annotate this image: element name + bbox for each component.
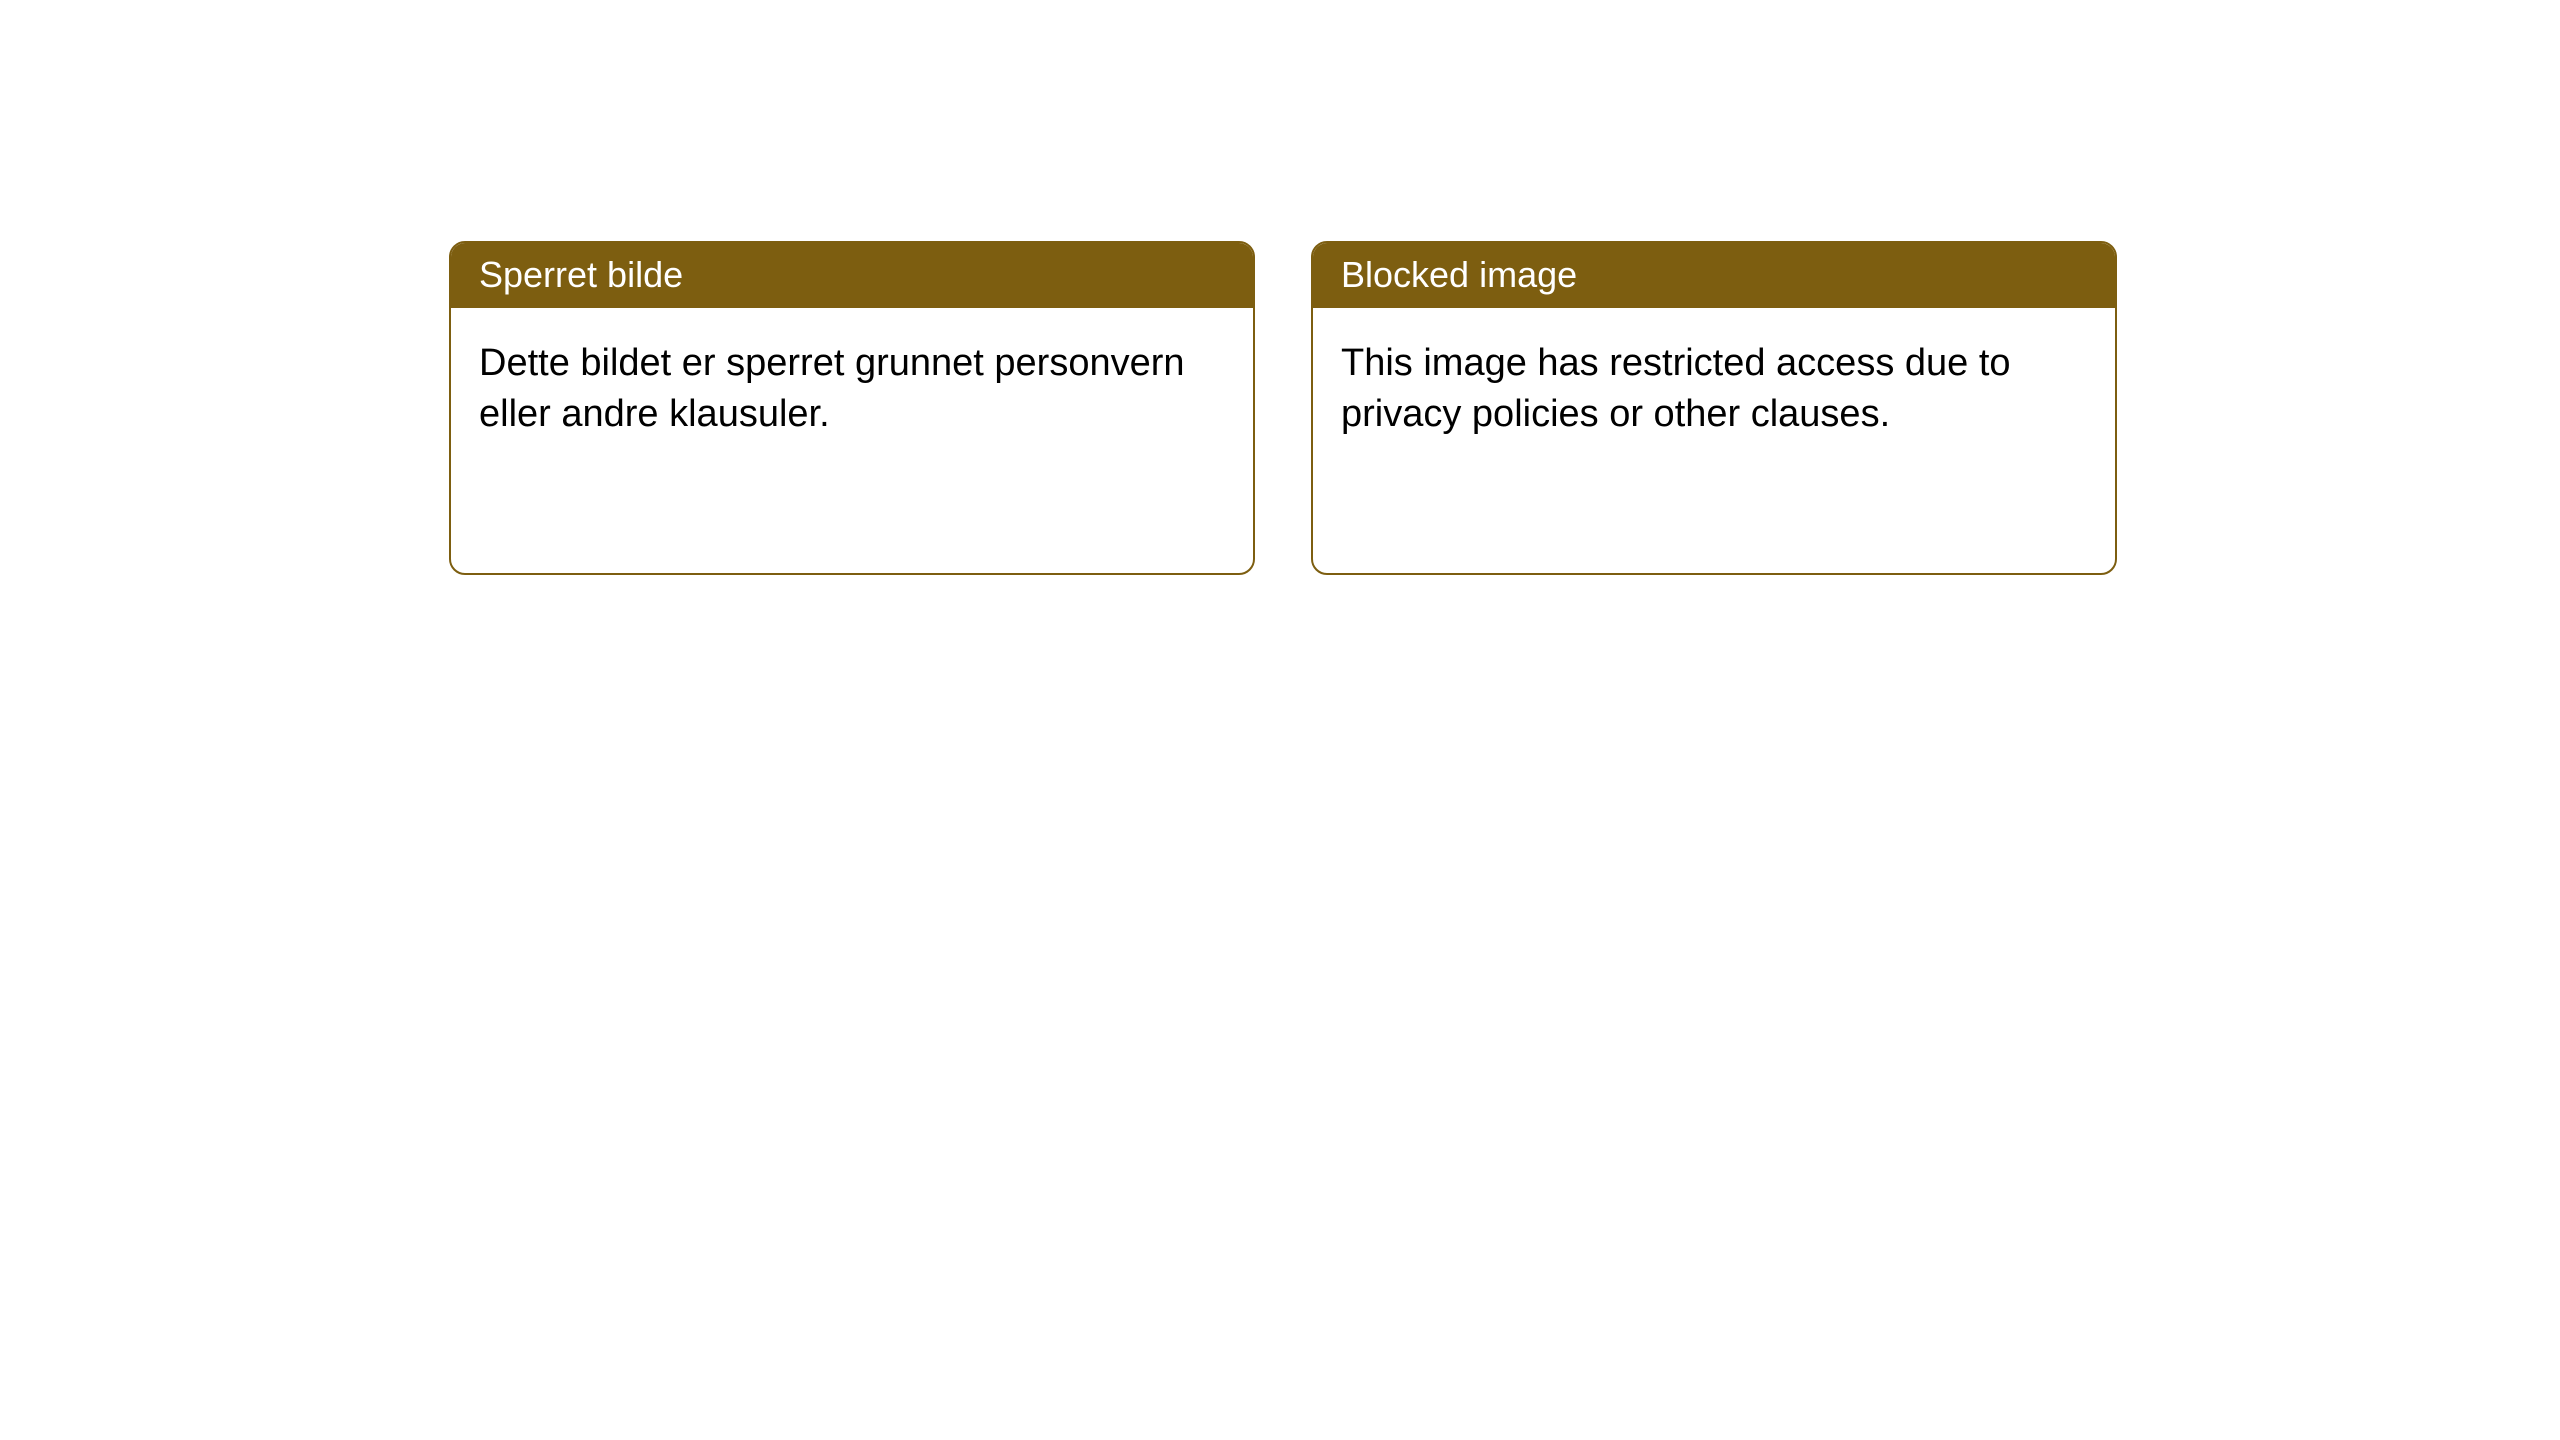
notice-card-english: Blocked image This image has restricted … [1311, 241, 2117, 575]
notice-card-norwegian: Sperret bilde Dette bildet er sperret gr… [449, 241, 1255, 575]
card-body: Dette bildet er sperret grunnet personve… [451, 308, 1253, 471]
notice-cards-container: Sperret bilde Dette bildet er sperret gr… [449, 241, 2117, 575]
card-body: This image has restricted access due to … [1313, 308, 2115, 471]
card-header: Sperret bilde [451, 243, 1253, 308]
card-header: Blocked image [1313, 243, 2115, 308]
